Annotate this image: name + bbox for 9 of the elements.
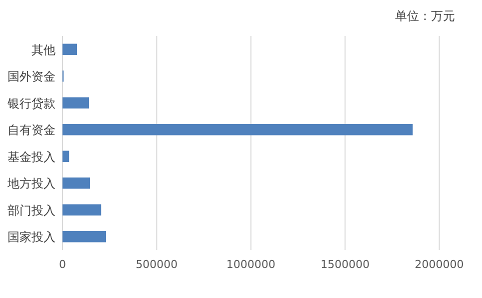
text: 单位：万元 [395, 9, 455, 23]
y-tick-label: 地方投入 [6, 176, 56, 191]
y-tick-label: 基金投入 [8, 150, 56, 164]
y-tick-label: 其他 [32, 42, 56, 57]
y-tick-label: 国外资金 [8, 70, 56, 84]
y-tick-label: 部门投入 [8, 203, 56, 218]
y-tick-label: 自有资金 [8, 123, 56, 138]
y-tick-label: 国家投入 [8, 230, 56, 244]
y-tick-label: 银行贷款 [6, 96, 56, 110]
